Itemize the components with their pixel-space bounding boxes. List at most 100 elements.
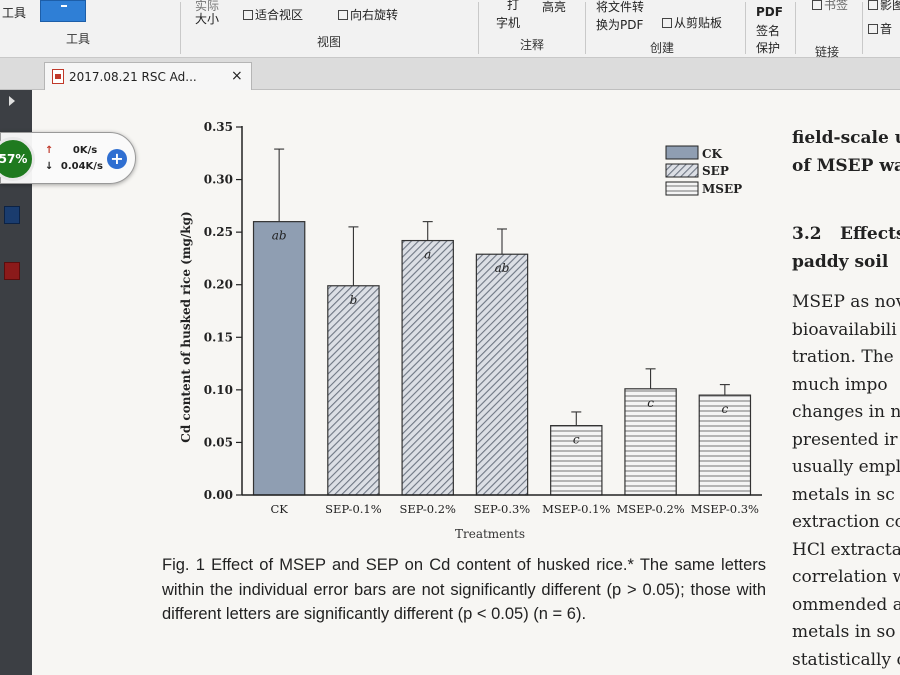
error-bars: ab b a ab c c c	[272, 148, 730, 447]
text-line: HCl extracta	[792, 539, 900, 560]
ribbon-divider	[585, 2, 586, 54]
network-monitor-widget[interactable]: 57% ↑ 0K/s ↓ 0.04K/s +	[0, 132, 136, 184]
convert-pdf-button[interactable]: 换为PDF	[596, 18, 644, 32]
bar-msep-0-1-	[550, 425, 603, 496]
highlight-button[interactable]: 高亮	[542, 0, 567, 14]
link-group-label: 链接	[815, 45, 840, 59]
x-tick-label: SEP-0.3%	[474, 502, 531, 516]
memory-percent-badge: 57%	[0, 137, 35, 181]
text-line: metals in so	[792, 622, 896, 642]
fit-view-button[interactable]: 适合视区	[243, 6, 303, 23]
bookmark-panel-icon[interactable]	[4, 206, 20, 224]
section-number: 3.2	[792, 224, 822, 244]
close-tab-icon[interactable]: ×	[231, 68, 243, 84]
legend-swatch-sep	[665, 163, 699, 178]
bar-sep-0-1-	[327, 285, 380, 496]
bar-ck	[252, 221, 306, 496]
audio-label: 音	[880, 22, 893, 36]
x-tick-label: MSEP-0.1%	[542, 502, 610, 516]
bookmark-label: 书签	[824, 0, 849, 12]
image-label: 影图	[880, 0, 900, 12]
ribbon-divider	[478, 2, 479, 54]
audio-button[interactable]: 音	[868, 20, 892, 37]
figure-caption: Fig. 1 Effect of MSEP and SEP on Cd cont…	[162, 553, 766, 627]
text-line: usually empl	[792, 457, 900, 477]
typewriter-button[interactable]: 字机	[496, 16, 521, 30]
y-tick-label: 0.15	[204, 330, 233, 344]
text-line: much impo	[792, 374, 888, 395]
text-line: field-scale u	[792, 128, 900, 148]
x-axis-label: Treatments	[455, 527, 525, 541]
bookmark-button[interactable]: 书签	[812, 0, 848, 13]
x-tick-label: SEP-0.2%	[399, 502, 456, 516]
expand-sidebar-arrow-icon[interactable]	[9, 96, 15, 106]
from-clipboard-label: 从剪贴板	[674, 16, 723, 30]
bookmark-icon	[812, 0, 822, 10]
image-icon	[868, 0, 878, 10]
add-icon[interactable]: +	[107, 149, 127, 169]
document-tab[interactable]: 2017.08.21 RSC Ad... ×	[44, 62, 252, 90]
pdf-sign-button-bottom[interactable]: 保护	[756, 41, 781, 55]
text-line: of MSEP was	[792, 156, 900, 176]
y-tick-label: 0.30	[204, 173, 233, 187]
bar-msep-0-2-	[624, 388, 677, 496]
x-tick-label: MSEP-0.2%	[616, 502, 684, 516]
ribbon-divider	[745, 2, 746, 54]
legend-swatch-ck	[665, 145, 699, 160]
significance-letter: ab	[272, 229, 287, 243]
clipboard-icon	[662, 18, 672, 28]
audio-icon	[868, 24, 878, 34]
download-speed: ↓ 0.04K/s	[45, 161, 103, 172]
bar-chart: Cd content of husked rice (mg/kg) Treatm…	[179, 120, 762, 541]
text-line: statistically c	[792, 649, 900, 670]
pdf-sign-button[interactable]: 签名	[756, 24, 781, 38]
significance-letter: ab	[495, 261, 510, 275]
document-tab-title: 2017.08.21 RSC Ad...	[69, 70, 197, 84]
download-speed-value: 0.04K/s	[60, 161, 103, 172]
text-line: correlation w	[792, 567, 900, 587]
rotate-right-icon	[338, 10, 348, 20]
x-tick-label: MSEP-0.3%	[691, 502, 759, 516]
upload-arrow-icon: ↑	[45, 145, 54, 156]
chart-legend: CK SEP MSEP	[665, 145, 742, 196]
document-tab-bar: 2017.08.21 RSC Ad... ×	[0, 58, 900, 90]
significance-letter: c	[721, 402, 728, 416]
tools-dropdown-button[interactable]	[40, 0, 86, 22]
y-tick-label: 0.35	[204, 120, 233, 134]
y-tick-label: 0.25	[204, 225, 233, 239]
x-tick-label: SEP-0.1%	[325, 502, 382, 516]
ribbon-toolbar: 工具 工具 实际 大小 适合视区 向右旋转 视图 打 字机 高亮 注释 将文件转…	[0, 0, 900, 59]
section-title-line-2: paddy soil	[792, 252, 889, 272]
pdf-sign-button-top[interactable]: PDF	[756, 5, 783, 19]
actual-size-button[interactable]: 大小	[195, 12, 220, 26]
significance-letter: c	[647, 396, 654, 410]
rotate-right-label: 向右旋转	[350, 8, 399, 22]
convert-pdf-button-top[interactable]: 将文件转	[596, 0, 645, 14]
image-button[interactable]: 影图	[868, 0, 900, 13]
comment-panel-icon[interactable]	[4, 262, 20, 280]
y-axis-ticks: 0.00 0.05 0.10 0.15 0.20 0.25 0.30 0.35	[204, 120, 242, 502]
bar-sep-0-2-	[401, 239, 454, 496]
ribbon-divider	[795, 2, 796, 54]
view-group-label: 视图	[317, 35, 342, 49]
text-line: presented ir	[792, 429, 898, 450]
typewriter-button-top[interactable]: 打	[507, 0, 520, 12]
significance-letter: c	[573, 433, 580, 447]
bar-sep-0-3-	[475, 253, 529, 496]
tools-menu-label[interactable]: 工具	[2, 6, 27, 20]
text-line: MSEP as nov	[792, 292, 900, 312]
from-clipboard-button[interactable]: 从剪贴板	[662, 14, 722, 31]
text-line: tration. The	[792, 347, 894, 367]
actual-size-button-top[interactable]: 实际	[195, 0, 220, 13]
annotate-group-label: 注释	[520, 38, 545, 52]
fit-view-icon	[243, 10, 253, 20]
ribbon-divider	[862, 2, 863, 54]
y-tick-label: 0.10	[204, 383, 233, 397]
caption-figure-number: Fig. 1	[162, 556, 205, 574]
bars	[252, 221, 752, 496]
rotate-right-button[interactable]: 向右旋转	[338, 6, 398, 23]
upload-speed: ↑ 0K/s	[45, 145, 97, 156]
fit-view-label: 适合视区	[255, 8, 304, 22]
ribbon-divider	[180, 2, 181, 54]
